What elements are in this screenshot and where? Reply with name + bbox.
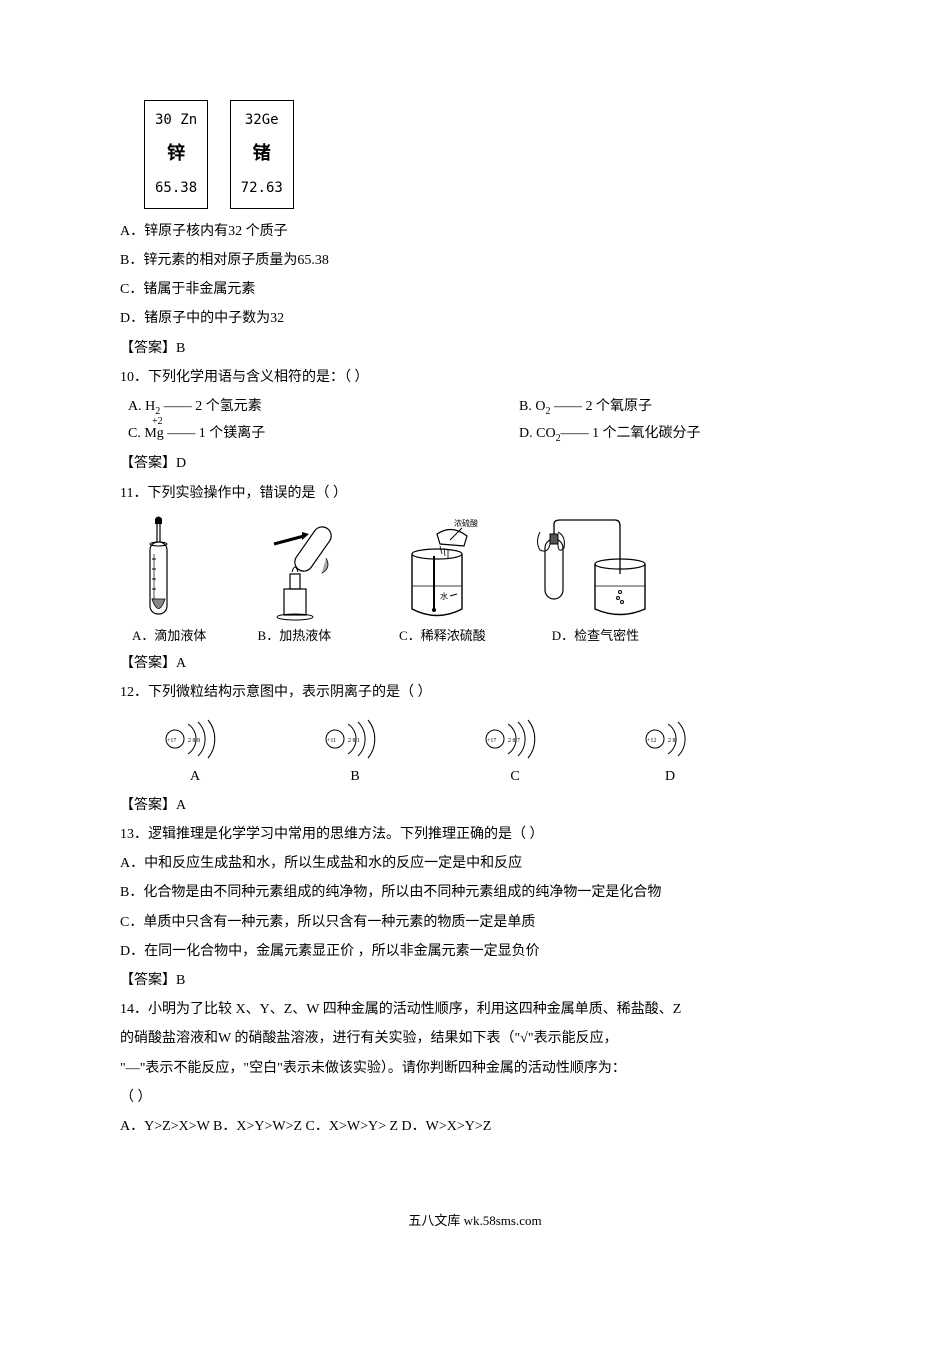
q13-choice-a: A．中和反应生成盐和水，所以生成盐和水的反应一定是中和反应: [120, 851, 830, 876]
q12-label-b: B: [320, 764, 390, 789]
ge-mass: 72.63: [241, 175, 283, 202]
airtight-icon: [530, 514, 660, 624]
q13-choice-b: B．化合物是由不同种元素组成的纯净物，所以由不同种元素组成的纯净物一定是化合物: [120, 880, 830, 905]
q10-choice-a: A. H2 —— 2 个氢元素: [128, 394, 439, 421]
dropper-icon: [132, 514, 192, 624]
q11-img-b: B．加热液体: [234, 514, 354, 647]
atom-b-icon: +11 2 8 1: [320, 714, 390, 764]
q11-label-b: B．加热液体: [234, 624, 354, 647]
q14-stem2: 的硝酸盐溶液和W 的硝酸盐溶液，进行有关实验，结果如下表（"√"表示能反应，: [120, 1026, 830, 1051]
ge-symbol: 锗: [241, 134, 283, 174]
svg-text:+17: +17: [487, 738, 496, 744]
zn-number: 30 Zn: [155, 107, 197, 134]
q10-choices: A. H2 —— 2 个氢元素 B. O2 —— 2 个氧原子 +2 C. Mg…: [128, 394, 830, 448]
periodic-elements: 30 Zn 锌 65.38 32Ge 锗 72.63: [144, 100, 830, 209]
q11-img-c: 浓硫酸 水 C．稀释浓硫酸: [382, 514, 502, 647]
svg-text:+12: +12: [647, 738, 656, 744]
q13-choice-c: C．单质中只含有一种元素，所以只含有一种元素的物质一定是单质: [120, 910, 830, 935]
q14-stem1: 14．小明为了比较 X、Y、Z、W 四种金属的活动性顺序，利用这四种金属单质、稀…: [120, 997, 830, 1022]
q12-atom-d: +12 2 8 D: [640, 714, 700, 789]
q12-stem: 12．下列微粒结构示意图中，表示阴离子的是（ ）: [120, 680, 830, 705]
q10-choice-d: D. CO2—— 1 个二氧化碳分子: [519, 421, 830, 448]
ge-number: 32Ge: [241, 107, 283, 134]
q12-atom-c: +17 2 8 7 C: [480, 714, 550, 789]
q13-answer: 【答案】B: [120, 968, 830, 993]
q11-img-d: D．检查气密性: [530, 514, 660, 647]
q11-answer: 【答案】A: [120, 651, 830, 676]
q10-stem: 10．下列化学用语与含义相符的是：（ ）: [120, 365, 830, 390]
q14-stem3: "—"表示不能反应，"空白"表示未做该实验）。请你判断四种金属的活动性顺序为：: [120, 1056, 830, 1081]
acid-label: 浓硫酸: [454, 518, 478, 528]
q12-atom-a: +17 2 8 8 A: [160, 714, 230, 789]
svg-text:2 8 8: 2 8 8: [188, 738, 200, 744]
q9-answer: 【答案】B: [120, 336, 830, 361]
svg-text:2 8 1: 2 8 1: [348, 738, 360, 744]
q11-label-c: C．稀释浓硫酸: [382, 624, 502, 647]
q9-choice-b: B．锌元素的相对原子质量为65.38: [120, 248, 830, 273]
q13-choice-d: D．在同一化合物中，金属元素显正价 ，所以非金属元素一定显负价: [120, 939, 830, 964]
q10-choice-b: B. O2 —— 2 个氧原子: [519, 394, 830, 421]
q9-choice-a: A．锌原子核内有32 个质子: [120, 219, 830, 244]
atom-a-icon: +17 2 8 8: [160, 714, 230, 764]
q12-atom-b: +11 2 8 1 B: [320, 714, 390, 789]
q12-label-c: C: [480, 764, 550, 789]
element-ge: 32Ge 锗 72.63: [230, 100, 294, 209]
water-label: 水: [440, 591, 448, 601]
q12-atoms: +17 2 8 8 A +11 2 8 1 B +17 2 8 7 C: [160, 714, 830, 789]
page-footer: 五八文库 wk.58sms.com: [120, 1209, 830, 1232]
zn-mass: 65.38: [155, 175, 197, 202]
q14-stem4: （ ）: [120, 1085, 830, 1110]
q12-answer: 【答案】A: [120, 793, 830, 818]
q12-label-a: A: [160, 764, 230, 789]
q13-stem: 13．逻辑推理是化学学习中常用的思维方法。下列推理正确的是（ ）: [120, 822, 830, 847]
q14-choices: A．Y>Z>X>W B．X>Y>W>Z C．X>W>Y> Z D．W>X>Y>Z: [120, 1114, 830, 1139]
q11-label-d: D．检查气密性: [530, 624, 660, 647]
q11-img-a: A．滴加液体: [132, 514, 206, 647]
heat-tube-icon: [234, 514, 354, 624]
dilute-acid-icon: 浓硫酸 水: [382, 514, 502, 624]
q11-stem: 11．下列实验操作中，错误的是（ ）: [120, 481, 830, 506]
svg-text:+11: +11: [327, 738, 336, 744]
element-zn: 30 Zn 锌 65.38: [144, 100, 208, 209]
q9-choice-d: D．锗原子中的中子数为32: [120, 306, 830, 331]
q10-answer: 【答案】D: [120, 451, 830, 476]
q10-choice-c: +2 C. Mg —— 1 个镁离子: [128, 421, 439, 448]
q11-images: A．滴加液体 B．加热液体 浓硫酸 水 C: [132, 514, 830, 647]
zn-symbol: 锌: [155, 134, 197, 174]
q9-choice-c: C．锗属于非金属元素: [120, 277, 830, 302]
svg-text:2 8: 2 8: [668, 738, 676, 744]
svg-text:+17: +17: [167, 738, 176, 744]
atom-c-icon: +17 2 8 7: [480, 714, 550, 764]
svg-text:2 8 7: 2 8 7: [508, 738, 520, 744]
atom-d-icon: +12 2 8: [640, 714, 700, 764]
q11-label-a: A．滴加液体: [132, 624, 206, 647]
q12-label-d: D: [640, 764, 700, 789]
